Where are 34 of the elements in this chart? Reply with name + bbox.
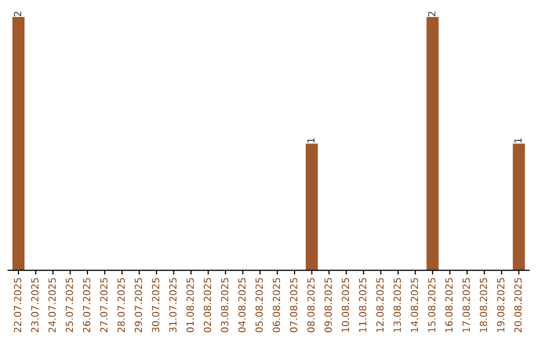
x-tick-label: 26.07.2025 <box>82 278 90 332</box>
x-tick-label: 03.08.2025 <box>220 278 228 332</box>
x-tick-label: 06.08.2025 <box>272 278 280 332</box>
x-tick-label: 23.07.2025 <box>31 278 39 332</box>
x-tick-label: 22.07.2025 <box>14 278 22 332</box>
x-tick-label: 31.07.2025 <box>169 278 177 332</box>
data-label: 2 <box>428 12 436 16</box>
x-tick-label: 12.08.2025 <box>376 278 384 332</box>
data-label: 2 <box>14 12 22 16</box>
x-tick-label: 24.07.2025 <box>48 278 56 332</box>
x-tick-label: 13.08.2025 <box>394 278 401 332</box>
x-tick-label: 30.07.2025 <box>152 278 160 332</box>
data-label: 1 <box>307 138 314 143</box>
x-tick-label: 14.08.2025 <box>410 278 418 332</box>
x-tick-label: 29.07.2025 <box>134 278 142 332</box>
x-tick-label: 25.07.2025 <box>66 278 74 332</box>
data-label: 1 <box>514 138 522 143</box>
x-tick-label: 10.08.2025 <box>342 278 350 332</box>
x-tick-label: 28.07.2025 <box>117 278 125 332</box>
x-tick-label: 11.08.2025 <box>359 278 366 332</box>
x-tick-label: 16.08.2025 <box>445 278 453 332</box>
x-tick-label: 20.08.2025 <box>514 278 522 332</box>
x-tick-label: 02.08.2025 <box>204 278 212 332</box>
x-tick-label: 15.08.2025 <box>428 278 436 332</box>
x-tick-label: 05.08.2025 <box>255 278 263 332</box>
x-tick-label: 18.08.2025 <box>480 278 488 332</box>
x-tick-label: 07.08.2025 <box>290 278 298 332</box>
x-tick-label: 27.07.2025 <box>100 278 108 332</box>
x-tick-label: 08.08.2025 <box>307 278 315 332</box>
x-tick-label: 17.08.2025 <box>462 278 470 332</box>
x-tick-label: 19.08.2025 <box>497 278 504 332</box>
x-tick-label: 09.08.2025 <box>324 278 332 332</box>
x-tick-label: 01.08.2025 <box>186 278 194 332</box>
x-tick-label: 04.08.2025 <box>238 278 246 332</box>
